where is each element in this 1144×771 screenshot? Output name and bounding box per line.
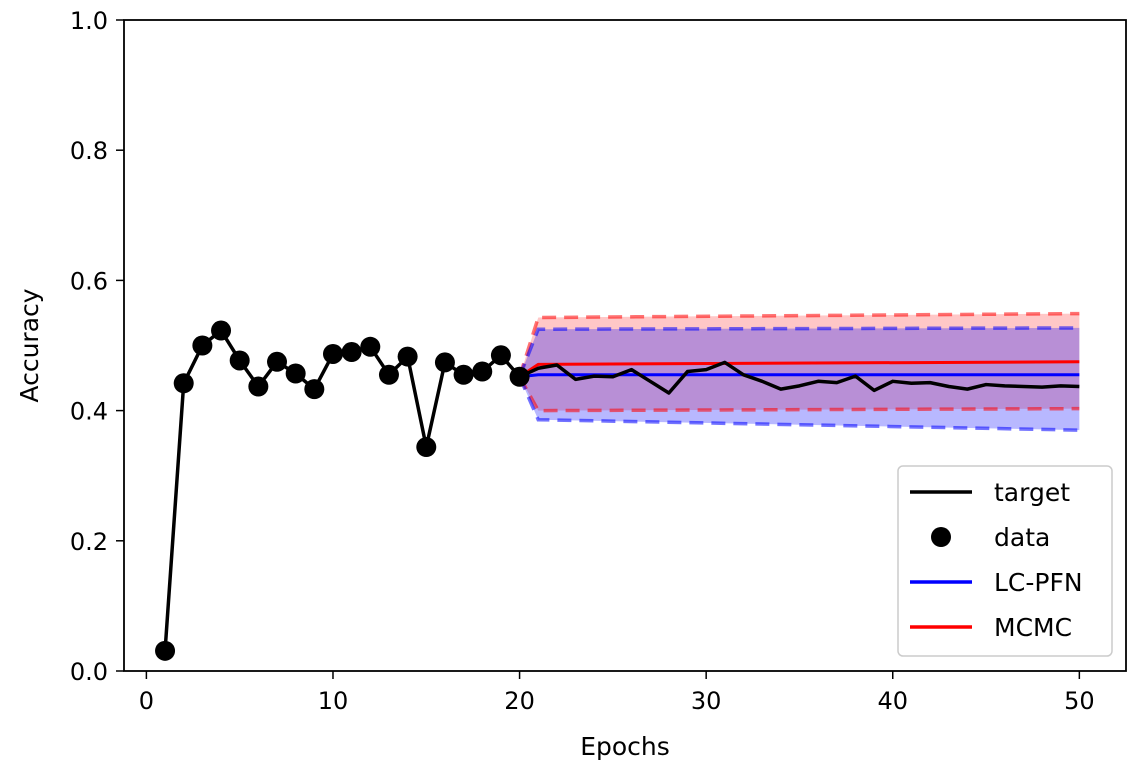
data-markers	[155, 320, 530, 661]
y-axis-label: Accuracy	[15, 288, 44, 402]
y-tick-label: 0.0	[70, 658, 108, 686]
x-tick-label: 20	[504, 687, 535, 715]
y-tick-label: 0.6	[70, 267, 108, 295]
mcmc-band-upper-edge	[517, 311, 1080, 378]
legend-label-lc-pfn: LC-PFN	[994, 568, 1083, 597]
y-tick-label: 1.0	[70, 7, 108, 35]
data-point	[229, 350, 250, 371]
data-point	[434, 352, 455, 373]
data-point	[490, 345, 511, 366]
data-point	[378, 364, 399, 385]
lc-pfn-band-lower-edge	[517, 376, 1080, 432]
data-point	[285, 363, 306, 384]
lc-pfn-band-upper-edge	[517, 326, 1080, 378]
y-axis-ticks: 0.0 0.2 0.4 0.6 0.8 1.0	[70, 7, 124, 686]
y-tick-label: 0.8	[70, 137, 108, 165]
data-point	[248, 376, 269, 397]
legend-label-data: data	[994, 523, 1050, 552]
data-point	[322, 343, 343, 364]
data-point	[304, 379, 325, 400]
data-point	[472, 361, 493, 382]
data-point	[509, 366, 530, 387]
data-point	[267, 351, 288, 372]
legend-label-mcmc: MCMC	[994, 613, 1072, 642]
legend-box	[897, 465, 1113, 657]
lc-pfn-band	[519, 327, 1080, 431]
data-point	[397, 346, 418, 367]
x-tick-label: 10	[318, 687, 349, 715]
series-lines	[163, 311, 1080, 651]
data-point	[453, 364, 474, 385]
data-point	[360, 336, 381, 357]
data-point	[192, 335, 213, 356]
x-tick-label: 0	[139, 687, 154, 715]
legend: target data LC-PFN MCMC	[897, 465, 1113, 657]
x-axis-label: Epochs	[580, 732, 670, 761]
legend-label-target: target	[994, 478, 1070, 507]
plot-frame	[123, 19, 1127, 672]
data-point	[155, 640, 176, 661]
data-point	[416, 437, 437, 458]
legend-swatch-data	[931, 527, 951, 547]
y-tick-label: 0.2	[70, 528, 108, 556]
x-tick-label: 40	[877, 687, 908, 715]
x-tick-label: 30	[691, 687, 722, 715]
data-point	[173, 373, 194, 394]
y-tick-label: 0.4	[70, 398, 108, 426]
x-tick-label: 50	[1064, 687, 1095, 715]
data-point	[211, 320, 232, 341]
prediction-bands	[519, 313, 1080, 431]
data-point	[341, 342, 362, 363]
x-axis-ticks: 0 10 20 30 40 50	[139, 671, 1095, 715]
